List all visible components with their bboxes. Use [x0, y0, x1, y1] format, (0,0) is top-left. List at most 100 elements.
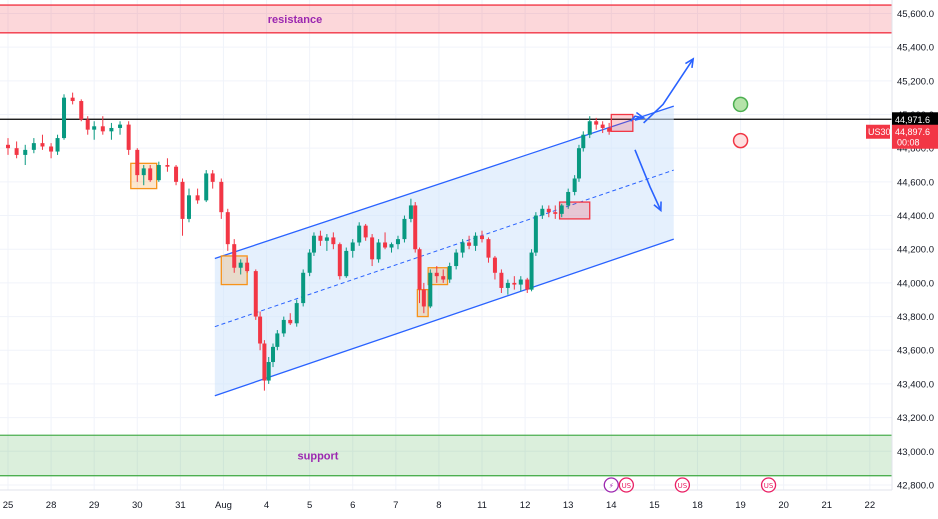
candle-body	[219, 181, 224, 213]
candle-body	[370, 237, 375, 260]
support-zone	[0, 435, 892, 476]
candle-body	[447, 266, 452, 280]
candle-body	[441, 276, 446, 280]
event-us-flag-icon[interactable]	[674, 477, 691, 493]
candle-body	[512, 282, 517, 285]
bearish-circle[interactable]	[732, 132, 749, 149]
channel-fill	[214, 106, 674, 396]
candle-body	[486, 239, 491, 258]
current-price-label: 44,897.6	[895, 127, 930, 137]
time-tick-label: 7	[393, 500, 398, 511]
channel[interactable]	[214, 105, 674, 397]
price-tick-label: 43,200.0	[897, 413, 934, 424]
candle-body	[148, 168, 153, 181]
time-tick-label: 14	[606, 500, 617, 511]
candle-body	[581, 134, 586, 149]
price-axis-background	[892, 0, 938, 519]
time-tick-label: 12	[520, 500, 531, 511]
candles	[6, 92, 612, 391]
highlight-box[interactable]	[610, 113, 634, 132]
resistance-label: resistance	[268, 14, 322, 26]
channel-lower-line[interactable]	[214, 238, 674, 397]
candle-body	[518, 279, 523, 285]
event-icons[interactable]: ⚡ US US US	[603, 477, 777, 493]
candle-body	[376, 242, 381, 260]
time-axis-background	[0, 490, 892, 519]
candle-body	[540, 208, 545, 216]
event-us-flag-icon[interactable]	[618, 477, 635, 493]
event-bolt-icon[interactable]	[603, 477, 619, 493]
time-tick-label: 25	[3, 500, 14, 511]
event-us-flag-glyph: US	[678, 482, 688, 490]
time-tick-label: 6	[350, 500, 355, 511]
candle-body	[533, 215, 538, 253]
time-tick-label: 22	[865, 500, 876, 511]
price-tick-label: 43,400.0	[897, 379, 934, 390]
candle-body	[383, 242, 388, 248]
channel-upper-line[interactable]	[214, 105, 674, 260]
candle-body	[587, 121, 592, 135]
event-us-flag-icon[interactable]	[760, 477, 777, 493]
candle-body	[135, 149, 140, 176]
price-axis[interactable]: 45,600.045,400.045,200.045,000.044,800.0…	[866, 0, 938, 519]
candle-body	[529, 252, 534, 290]
symbol-tag-label: US30	[868, 127, 891, 137]
candle-body	[607, 127, 612, 132]
price-tick-label: 43,600.0	[897, 346, 934, 357]
candle-body	[434, 272, 439, 277]
candle-body	[402, 218, 407, 240]
candle-body	[350, 242, 355, 251]
time-tick-label: 20	[778, 500, 789, 511]
candle-body	[40, 143, 45, 147]
candle-body	[594, 121, 599, 125]
resistance-zone	[0, 5, 892, 33]
candle-body	[174, 166, 179, 182]
bullish-circle[interactable]	[732, 96, 749, 113]
candle-body	[79, 101, 84, 120]
symbol-tag	[866, 124, 890, 139]
time-tick-label: 8	[436, 500, 441, 511]
time-tick-label: 5	[307, 500, 312, 511]
candle-body	[266, 362, 271, 381]
price-tick-label: 44,400.0	[897, 211, 934, 222]
event-us-flag-glyph: US	[622, 482, 632, 490]
price-tick-label: 44,600.0	[897, 177, 934, 188]
candle-body	[408, 205, 413, 219]
time-tick-label: 13	[563, 500, 574, 511]
candle-body	[281, 319, 286, 334]
candle-body	[576, 148, 581, 179]
candle-body	[417, 249, 422, 290]
time-tick-label: 15	[649, 500, 660, 511]
rejection-down-arrow[interactable]	[634, 149, 662, 211]
price-tick-label: 44,800.0	[897, 144, 934, 155]
channel-mid-line[interactable]	[214, 169, 674, 328]
time-tick-label: 28	[46, 500, 57, 511]
small-up-arrow[interactable]	[630, 115, 644, 122]
candle-body	[307, 252, 312, 273]
candle-body	[318, 235, 323, 241]
candle-body	[413, 205, 418, 250]
markers[interactable]	[732, 96, 749, 149]
candle-body	[525, 279, 530, 290]
candle-body	[301, 272, 306, 304]
candle-body	[92, 126, 97, 130]
candle-body	[566, 191, 571, 206]
candle-body	[311, 235, 316, 253]
arrows[interactable]	[630, 57, 695, 213]
candle-body	[126, 124, 131, 150]
breakout-up-arrow[interactable]	[643, 58, 694, 124]
candle-body	[389, 244, 394, 248]
candle-body	[156, 165, 161, 181]
candle-body	[100, 126, 105, 132]
candle-body	[238, 262, 243, 268]
highlight-box[interactable]	[558, 201, 591, 220]
candle-body	[195, 195, 200, 201]
candle-body	[253, 271, 258, 317]
zones: resistance support	[0, 4, 892, 477]
candle-body	[553, 212, 558, 214]
time-axis[interactable]: 25 28 29 30 31 Aug 4 5 6 7 8 11 12 13 14 15 18 19 20 21 22	[0, 489, 892, 519]
breakout-up-arrowhead	[685, 57, 695, 68]
candle-body	[559, 205, 564, 214]
candle-body	[324, 237, 329, 241]
